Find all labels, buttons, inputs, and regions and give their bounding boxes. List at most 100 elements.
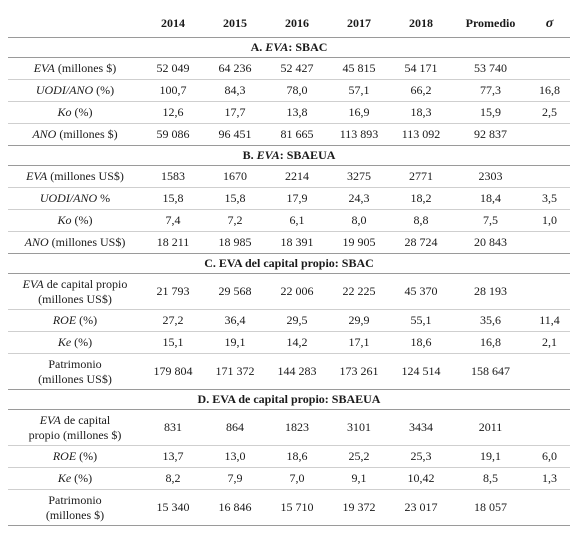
row-label-italic: EVA — [22, 276, 44, 291]
cell-value: 21 793 — [142, 273, 204, 310]
row-label-text: (%) — [76, 313, 98, 327]
cell-value: 27,2 — [142, 309, 204, 332]
cell-value: 25,3 — [390, 445, 452, 468]
cell-value: 1583 — [142, 165, 204, 188]
cell-value: 22 006 — [266, 273, 328, 310]
section-title-title-suffix: : SBAEUA — [279, 148, 336, 162]
cell-value: 29 568 — [204, 273, 266, 310]
row-label-text: (millones $) — [56, 127, 118, 141]
cell-value: 7,0 — [266, 467, 328, 490]
cell-value: 28 724 — [390, 231, 452, 254]
section-header-row: A. EVA: SBAC — [8, 37, 570, 58]
cell-promedio: 28 193 — [452, 273, 529, 310]
cell-promedio: 20 843 — [452, 231, 529, 254]
cell-value: 23 017 — [390, 489, 452, 526]
cell-promedio: 15,9 — [452, 101, 529, 124]
row-label-text: Patrimonio — [48, 356, 102, 371]
row-label: Ko (%) — [8, 209, 142, 232]
row-label-italic: UODI/ANO — [35, 83, 94, 97]
cell-sigma — [529, 353, 570, 390]
row-label-text: Patrimonio — [48, 492, 102, 507]
cell-value: 1670 — [204, 165, 266, 188]
table-row: UODI/ANO % 15,8 15,8 17,9 24,3 18,2 18,4 3,5 — [8, 187, 570, 210]
row-label-italic: EVA — [39, 412, 61, 427]
cell-promedio: 77,3 — [452, 79, 529, 102]
cell-value: 45 815 — [328, 57, 390, 80]
header-year: 2017 — [347, 16, 371, 30]
section-title: C. EVA del capital propio: SBAC — [8, 253, 570, 274]
cell-value: 18 985 — [204, 231, 266, 254]
cell-value: 29,9 — [328, 309, 390, 332]
row-label-line2: (millones US$) — [38, 291, 112, 306]
row-label-text: de capital — [60, 412, 111, 427]
header-year: 2015 — [223, 16, 247, 30]
row-label-italic: EVA — [33, 61, 55, 75]
row-label-text: (millones US$) — [48, 235, 126, 249]
cell-value: 24,3 — [328, 187, 390, 210]
cell-value: 113 092 — [390, 123, 452, 146]
table-row: ANO (millones US$) 18 211 18 985 18 391 19 9… — [8, 231, 570, 254]
cell-value: 2214 — [266, 165, 328, 188]
table-row: Ke (%) 8,2 7,9 7,0 9,1 10,42 8,5 1,3 — [8, 467, 570, 490]
row-label-text: (%) — [71, 213, 93, 227]
cell-sigma: 1,3 — [529, 467, 570, 490]
cell-value: 84,3 — [204, 79, 266, 102]
cell-value: 15,8 — [142, 187, 204, 210]
row-label: EVA de capital propio (millones US$) — [8, 273, 142, 310]
row-label-text: (%) — [76, 449, 98, 463]
cell-value: 17,7 — [204, 101, 266, 124]
cell-value: 8,8 — [390, 209, 452, 232]
cell-value: 18,2 — [390, 187, 452, 210]
row-label-italic: Ke — [57, 335, 72, 349]
cell-sigma — [529, 409, 570, 446]
cell-promedio: 2303 — [452, 165, 529, 188]
cell-value: 13,0 — [204, 445, 266, 468]
table-row: Patrimonio (millones $) 15 340 16 846 15 710… — [8, 489, 570, 526]
cell-promedio: 7,5 — [452, 209, 529, 232]
row-label-italic: ROE — [52, 313, 77, 327]
cell-value: 18 211 — [142, 231, 204, 254]
section-header-row: D. EVA de capital propio: SBAEUA — [8, 389, 570, 410]
cell-value: 16,9 — [328, 101, 390, 124]
cell-value: 15 340 — [142, 489, 204, 526]
cell-value: 16 846 — [204, 489, 266, 526]
cell-value: 18,6 — [390, 331, 452, 354]
row-label: Ke (%) — [8, 331, 142, 354]
cell-value: 2771 — [390, 165, 452, 188]
row-label: Patrimonio (millones $) — [8, 489, 142, 526]
cell-sigma — [529, 57, 570, 80]
cell-value: 113 893 — [328, 123, 390, 146]
cell-value: 124 514 — [390, 353, 452, 390]
cell-value: 17,1 — [328, 331, 390, 354]
header-row: 2014 2015 2016 2017 2018 Promedio σ — [8, 10, 570, 38]
cell-value: 25,2 — [328, 445, 390, 468]
cell-value: 179 804 — [142, 353, 204, 390]
row-label-italic: Ke — [57, 471, 72, 485]
section-header-row: C. EVA del capital propio: SBAC — [8, 253, 570, 274]
table-row: Patrimonio (millones US$) 179 804 171 372 14… — [8, 353, 570, 390]
cell-sigma: 6,0 — [529, 445, 570, 468]
cell-promedio: 18 057 — [452, 489, 529, 526]
table-row: EVA de capital propio (millones US$) 21 79… — [8, 273, 570, 310]
cell-value: 57,1 — [328, 79, 390, 102]
table-row: ROE (%) 27,2 36,4 29,5 29,9 55,1 35,6 11,4 — [8, 309, 570, 332]
row-label-text: (millones $) — [54, 61, 117, 75]
header-year: 2014 — [161, 16, 185, 30]
cell-value: 6,1 — [266, 209, 328, 232]
table-row: EVA de capital propio (millones $) 831 864 1… — [8, 409, 570, 446]
row-label-italic: ANO — [24, 235, 49, 249]
row-label: Ko (%) — [8, 101, 142, 124]
section-title-title-prefix: D. EVA de capital propio: SBAEUA — [197, 392, 381, 406]
cell-value: 15 710 — [266, 489, 328, 526]
row-label-text: % — [97, 191, 111, 205]
table-row: Ke (%) 15,1 19,1 14,2 17,1 18,6 16,8 2,1 — [8, 331, 570, 354]
header-promedio: Promedio — [465, 16, 516, 30]
row-label: ANO (millones $) — [8, 123, 142, 146]
cell-promedio: 92 837 — [452, 123, 529, 146]
row-label-text: de capital propio — [43, 276, 128, 291]
row-label-italic: Ko — [57, 105, 72, 119]
cell-value: 7,2 — [204, 209, 266, 232]
table-header: 2014 2015 2016 2017 2018 Promedio σ — [8, 10, 570, 38]
header-sigma: σ — [545, 15, 554, 31]
row-label: ANO (millones US$) — [8, 231, 142, 254]
